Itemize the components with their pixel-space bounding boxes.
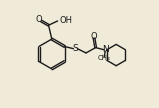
Text: OH: OH <box>59 16 72 25</box>
Text: O: O <box>90 32 97 41</box>
Text: S: S <box>73 44 78 53</box>
Text: CH₃: CH₃ <box>98 55 111 61</box>
Text: N: N <box>102 45 109 54</box>
Text: O: O <box>36 15 42 24</box>
